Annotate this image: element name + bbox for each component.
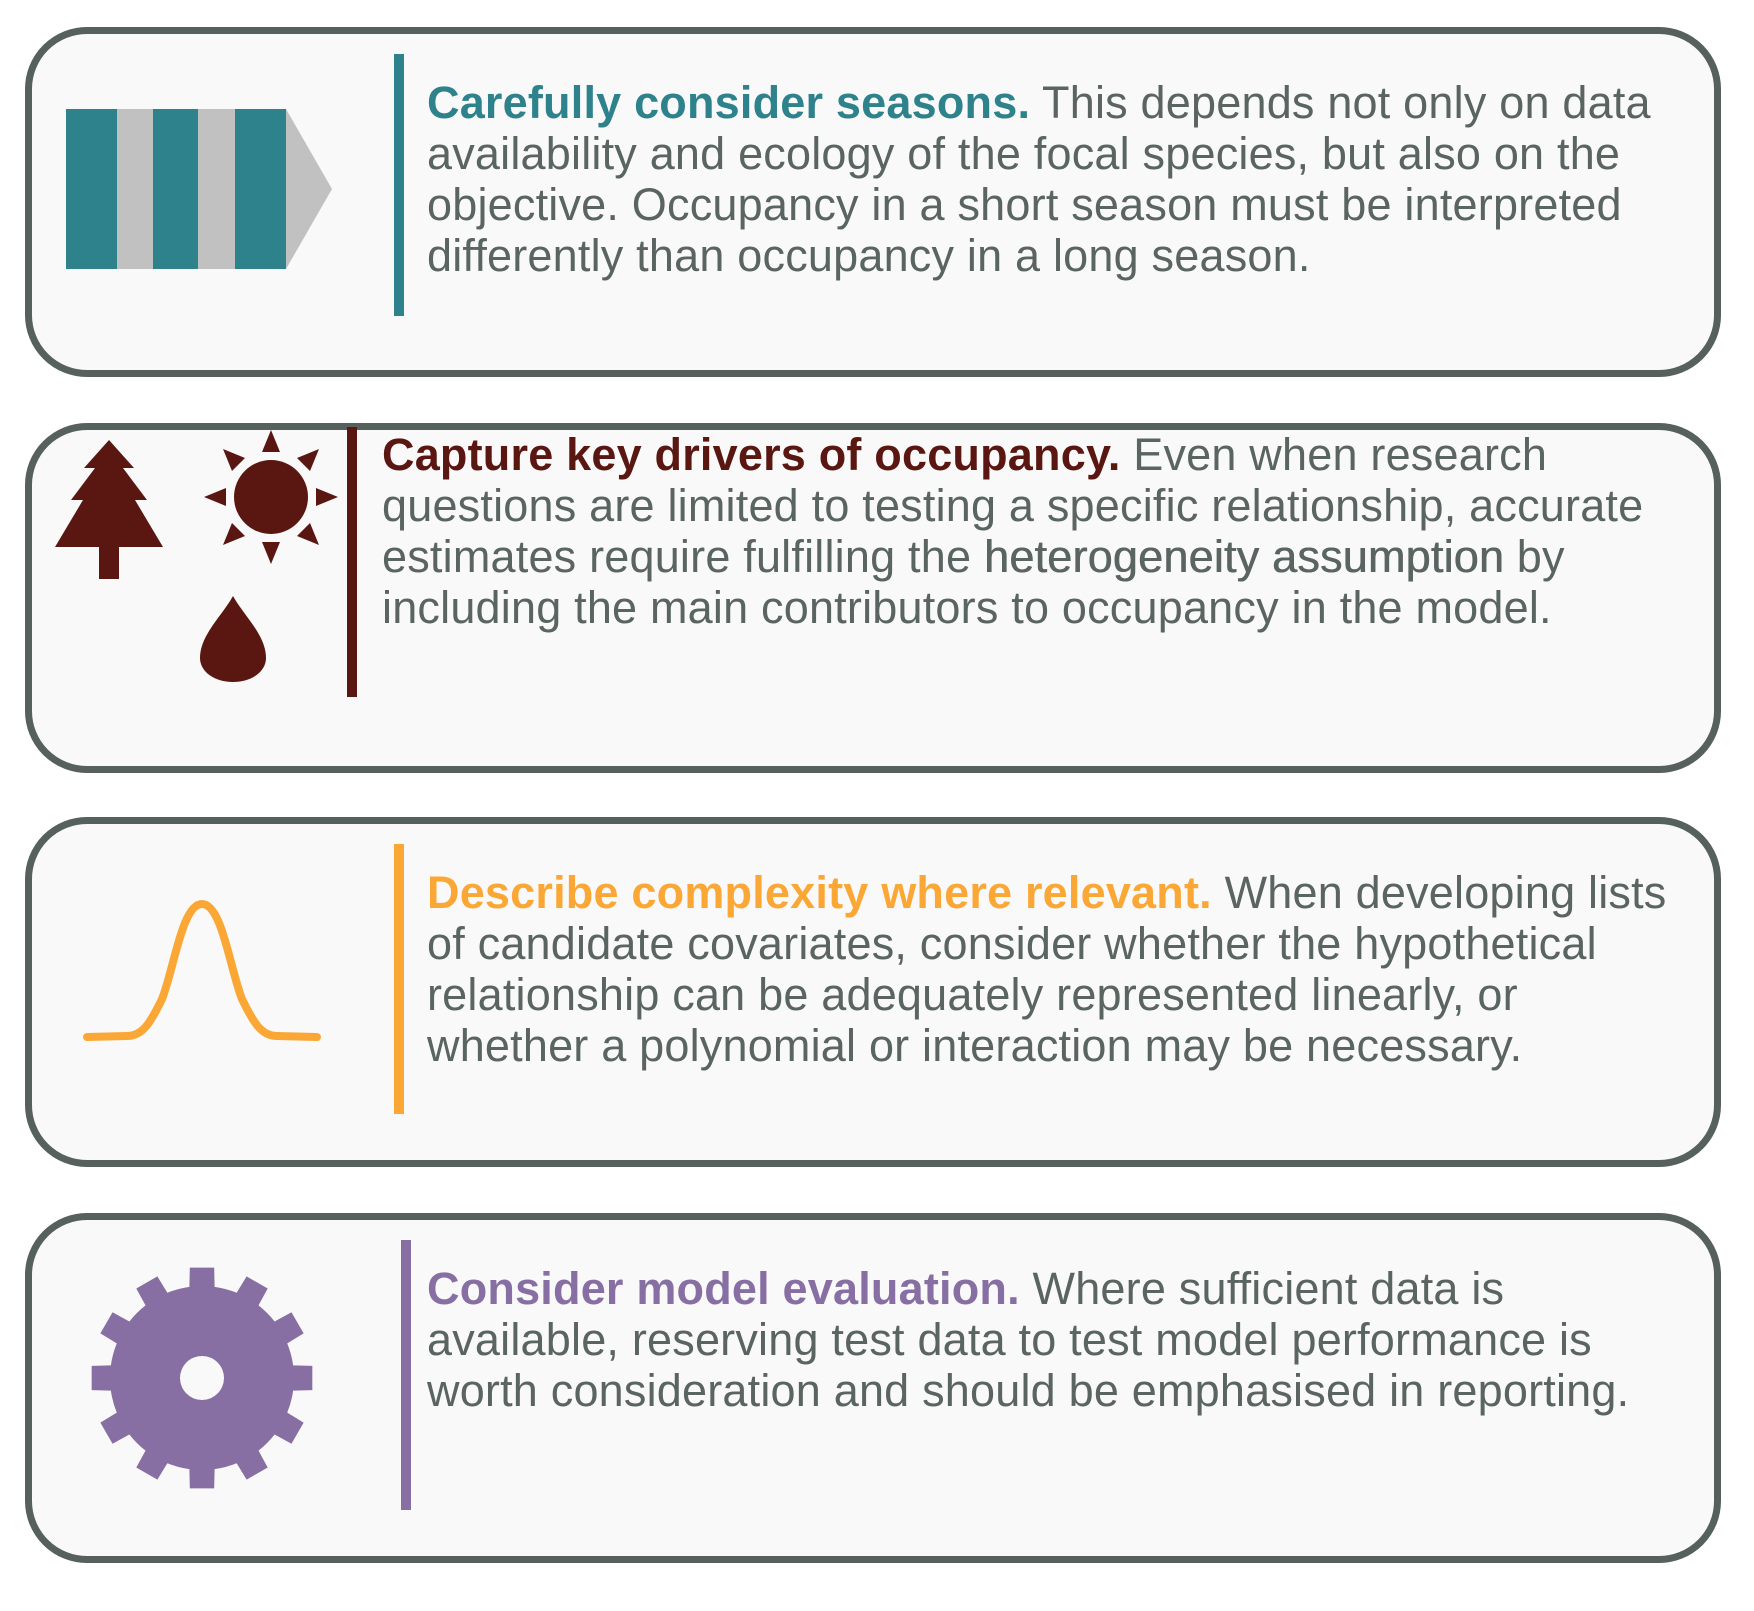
evaluation-body: Where sufficient data is available, rese… bbox=[427, 1263, 1630, 1416]
gear-box bbox=[32, 1220, 402, 1556]
evaluation-card: Consider model evaluation. Where suffici… bbox=[25, 1213, 1721, 1563]
drivers-card: Capture key drivers of occupancy. Even w… bbox=[25, 423, 1721, 773]
evaluation-text: Consider model evaluation. Where suffici… bbox=[427, 1263, 1684, 1417]
complexity-divider bbox=[394, 844, 404, 1114]
gear-icon bbox=[91, 1267, 313, 1489]
seasons-divider bbox=[394, 54, 404, 316]
heterogeneity-assumption: heterogeneity assumption bbox=[983, 530, 1505, 582]
drivers-icons bbox=[32, 430, 402, 766]
drivers-text: Capture key drivers of occupancy. Even w… bbox=[382, 429, 1684, 633]
complexity-heading: Describe complexity where relevant. bbox=[427, 867, 1212, 918]
bell-curve-icon bbox=[83, 900, 321, 1041]
water-drop-icon bbox=[200, 596, 266, 682]
drivers-body-before: Even when research questions are limited… bbox=[382, 429, 1644, 582]
seasons-body: This depends not only on data availabili… bbox=[427, 77, 1651, 281]
seasons-text: Carefully consider seasons. This depends… bbox=[427, 77, 1684, 281]
seasons-card: Carefully consider seasons. This depends… bbox=[25, 27, 1721, 377]
evaluation-divider bbox=[401, 1240, 411, 1510]
complexity-text: Describe complexity where relevant. When… bbox=[427, 867, 1684, 1071]
sun-icon bbox=[204, 430, 338, 564]
drivers-divider bbox=[347, 427, 357, 697]
drivers-heading: Capture key drivers of occupancy. bbox=[382, 429, 1121, 480]
complexity-body: When developing lists of candidate covar… bbox=[427, 867, 1667, 1071]
tree-icon bbox=[55, 440, 163, 579]
gear-shape bbox=[91, 1267, 313, 1489]
seasons-heading: Carefully consider seasons. bbox=[427, 77, 1031, 128]
evaluation-heading: Consider model evaluation. bbox=[427, 1263, 1020, 1314]
drivers-body-after: by including the main contributors to oc… bbox=[382, 530, 1565, 633]
season-stripes-arrow-icon bbox=[32, 34, 402, 370]
complexity-card: Describe complexity where relevant. When… bbox=[25, 817, 1721, 1167]
bell-curve-box bbox=[32, 824, 402, 1160]
